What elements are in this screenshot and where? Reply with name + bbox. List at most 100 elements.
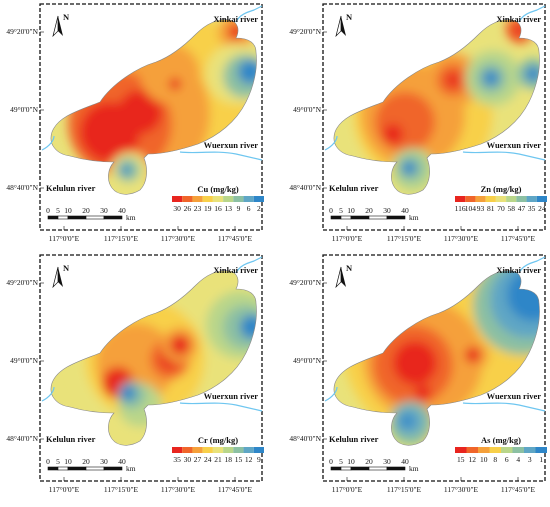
scale-tick: 10 xyxy=(347,206,355,215)
latitude-tick: 49°0'0"N xyxy=(293,356,321,365)
legend-value: 12 xyxy=(245,455,253,464)
legend-value: 104 xyxy=(465,204,477,213)
scale-segment xyxy=(47,215,59,220)
river-kelulun xyxy=(324,386,338,402)
concentration-zone xyxy=(465,347,481,363)
legend-swatch xyxy=(495,196,507,202)
longitude-tick: 117°0'0"E xyxy=(332,234,363,243)
legend-swatch xyxy=(233,447,244,453)
river-label-xinkai: Xinkai river xyxy=(213,265,258,275)
map-panel-as: N Xinkai river Wuerxun river Kelulun river A… xyxy=(322,254,547,482)
river-xinkai xyxy=(518,256,546,274)
legend-swatch xyxy=(233,196,244,202)
concentration-zone xyxy=(525,66,540,82)
legend-value: 15 xyxy=(235,455,243,464)
scale-segment xyxy=(330,466,342,471)
north-arrow-right xyxy=(52,266,59,289)
north-label: N xyxy=(346,12,353,22)
scale-tick: 20 xyxy=(82,206,90,215)
river-label-kelulun: Kelulun river xyxy=(46,183,96,193)
legend-value: 10 xyxy=(480,455,488,464)
legend-swatch xyxy=(182,196,193,202)
concentration-zone xyxy=(169,78,181,90)
legend-swatch xyxy=(455,196,466,202)
legend-title: Cr (mg/kg) xyxy=(198,435,238,445)
latitude-tick: 48°40'0"N xyxy=(289,434,321,443)
concentration-zone xyxy=(170,335,190,355)
longitude-tick: 117°30'0"E xyxy=(161,485,196,494)
scale-tick: 40 xyxy=(118,206,126,215)
legend-swatch xyxy=(465,196,476,202)
concentration-zone xyxy=(402,161,416,175)
scale-unit: km xyxy=(126,213,136,222)
north-arrow-icon: N xyxy=(335,12,353,38)
lake-outline xyxy=(50,19,257,195)
longitude-tick: 117°45'0"E xyxy=(501,234,536,243)
map-panel-cr: N Xinkai river Wuerxun river Kelulun river C… xyxy=(39,254,264,482)
north-arrow-right xyxy=(52,15,59,38)
scale-tick: 5 xyxy=(56,457,60,466)
scale-unit: km xyxy=(126,464,136,473)
legend-swatch xyxy=(223,447,234,453)
north-arrow-left xyxy=(341,16,346,36)
scale-tick: 20 xyxy=(82,457,90,466)
legend-swatch xyxy=(516,196,527,202)
legend-swatch xyxy=(526,196,537,202)
scale-tick: 0 xyxy=(329,206,333,215)
scale-unit: km xyxy=(409,464,419,473)
scale-tick: 20 xyxy=(365,206,373,215)
legend-value: 9 xyxy=(237,204,241,213)
legend-value: 16 xyxy=(214,204,222,213)
map-panel-cu: N Xinkai river Wuerxun river Kelulun river C… xyxy=(39,3,264,231)
legend-value: 19 xyxy=(204,204,212,213)
legend-value: 93 xyxy=(477,204,485,213)
scale-segment xyxy=(330,215,342,220)
legend-swatch xyxy=(455,447,467,453)
legend-value: 35 xyxy=(173,455,181,464)
legend-value: 6 xyxy=(505,455,509,464)
latitude-tick: 48°40'0"N xyxy=(6,183,38,192)
legend-value: 21 xyxy=(214,455,222,464)
concentration-zone xyxy=(120,385,136,401)
north-arrow-left xyxy=(341,267,346,287)
river-label-wuerxun: Wuerxun river xyxy=(487,140,542,150)
legend-value: 26 xyxy=(184,204,192,213)
river-label-kelulun: Kelulun river xyxy=(329,434,379,444)
longitude-tick: 117°15'0"E xyxy=(104,234,139,243)
north-arrow-icon: N xyxy=(52,12,70,38)
scale-segment xyxy=(340,466,352,471)
legend-value: 24 xyxy=(538,204,546,213)
longitude-tick: 117°30'0"E xyxy=(161,234,196,243)
river-label-xinkai: Xinkai river xyxy=(213,14,258,24)
concentration-zone xyxy=(446,73,460,87)
legend-swatch xyxy=(489,447,501,453)
latitude-tick: 48°40'0"N xyxy=(6,434,38,443)
longitude-tick: 117°15'0"E xyxy=(104,485,139,494)
legend-value: 58 xyxy=(507,204,515,213)
gradient-layers xyxy=(343,270,540,445)
legend-swatch xyxy=(202,447,213,453)
north-arrow-right xyxy=(335,15,342,38)
concentration-zone xyxy=(121,165,131,175)
scale-segment xyxy=(350,215,370,220)
river-wuerxun xyxy=(179,402,263,412)
legend-value: 4 xyxy=(516,455,520,464)
latitude-tick: 49°0'0"N xyxy=(293,105,321,114)
scale-segment xyxy=(368,466,388,471)
north-arrow-icon: N xyxy=(52,263,70,289)
legend-title: As (mg/kg) xyxy=(481,435,521,445)
river-xinkai xyxy=(235,5,263,23)
legend-value: 1 xyxy=(539,455,543,464)
legend-swatch xyxy=(512,447,524,453)
legend-swatch xyxy=(535,447,547,453)
latitude-tick: 48°40'0"N xyxy=(289,183,321,192)
scale-tick: 5 xyxy=(56,206,60,215)
scale-tick: 20 xyxy=(365,457,373,466)
legend-swatch xyxy=(501,447,513,453)
concentration-surface xyxy=(333,19,540,195)
scale-segment xyxy=(350,466,370,471)
legend-title: Zn (mg/kg) xyxy=(481,184,522,194)
